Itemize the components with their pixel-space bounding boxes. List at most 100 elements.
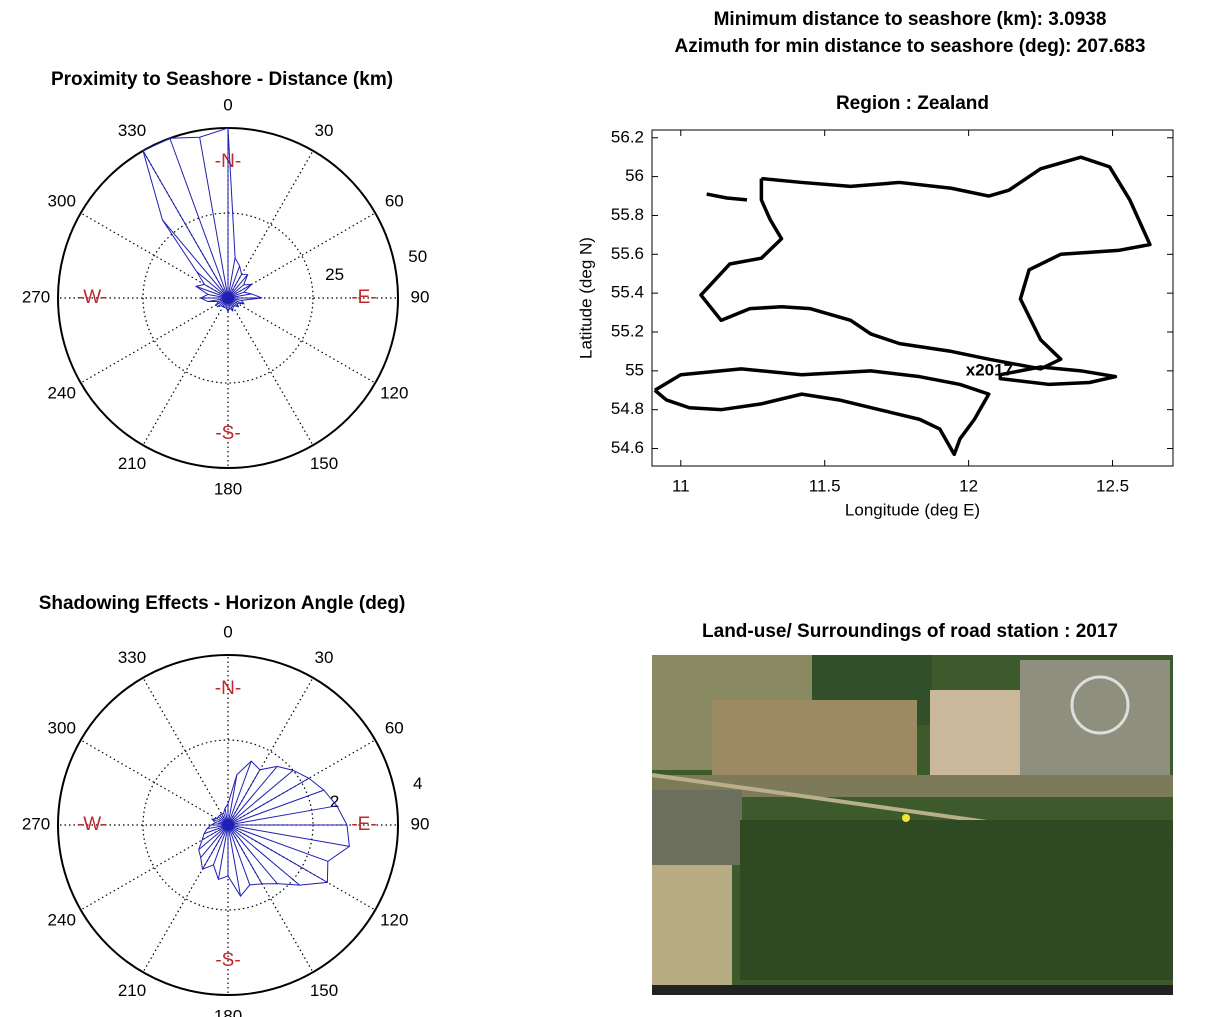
housing [1020, 660, 1170, 780]
angle-tick-label: 180 [214, 1006, 242, 1017]
angle-grid-line [142, 297, 229, 446]
spoke [227, 824, 242, 897]
y-tick-label: 54.8 [611, 399, 644, 418]
spoke [227, 769, 294, 826]
angle-tick-label: 60 [385, 191, 404, 210]
spoke [227, 824, 329, 862]
spoke [227, 824, 350, 847]
angle-grid-line [80, 297, 229, 384]
angle-tick-label: 300 [48, 191, 76, 210]
direction-label: -W- [77, 814, 107, 835]
spoke [217, 824, 229, 880]
angle-tick-label: 0 [223, 622, 232, 641]
x-axis-label: Longitude (deg E) [845, 500, 980, 519]
center-marker [223, 293, 233, 303]
radial-tick-label: 50 [408, 247, 427, 266]
image-title: Land-use/ Surroundings of road station :… [702, 621, 1118, 642]
spoke [227, 274, 249, 299]
direction-label: -N- [215, 678, 241, 699]
figure-header: Azimuth for min distance to seashore (de… [675, 36, 1146, 57]
plot-area [651, 129, 1174, 467]
angle-grid-line [80, 739, 229, 826]
center-marker [223, 820, 233, 830]
spoke [227, 789, 325, 826]
radial-tick-label: 2 [330, 792, 339, 811]
spoke [227, 777, 310, 826]
chart-title: Shadowing Effects - Horizon Angle (deg) [39, 593, 406, 614]
y-tick-label: 56 [625, 166, 644, 185]
x-tick-label: 11 [672, 476, 690, 495]
y-tick-label: 55 [625, 360, 644, 379]
angle-tick-label: 300 [48, 718, 76, 737]
x-tick-label: 11.5 [809, 476, 841, 495]
direction-label: -S- [215, 423, 240, 444]
chart-title: Region : Zealand [836, 93, 989, 114]
spoke [198, 824, 229, 850]
angle-grid-line [227, 297, 376, 384]
spoke [227, 760, 252, 826]
nav-control [1070, 675, 1130, 735]
satellite-image [651, 655, 1174, 995]
spoke [142, 150, 229, 299]
direction-label: -S- [215, 950, 240, 971]
status-bar [652, 985, 1173, 995]
y-tick-label: 55.6 [611, 244, 644, 263]
direction-label: -E- [351, 287, 376, 308]
angle-tick-label: 150 [310, 981, 338, 1000]
polar-frame [57, 654, 399, 996]
x-tick-label: 12.5 [1096, 476, 1129, 495]
radial-tick-label: 4 [413, 774, 422, 793]
angle-tick-label: 120 [380, 910, 408, 929]
direction-label: -E- [351, 814, 376, 835]
angle-grid-line [142, 677, 229, 826]
station-pin [902, 814, 910, 822]
spoke [227, 265, 241, 299]
angle-tick-label: 30 [315, 648, 334, 667]
y-tick-label: 55.2 [611, 321, 644, 340]
chart-title: Proximity to Seashore - Distance (km) [51, 69, 393, 90]
angle-tick-label: 120 [380, 383, 408, 402]
angle-tick-label: 210 [118, 981, 146, 1000]
direction-label: -W- [77, 287, 107, 308]
figure-header: Minimum distance to seashore (km): 3.093… [714, 9, 1107, 30]
spoke [227, 257, 236, 299]
angle-grid-line [80, 212, 229, 299]
angle-tick-label: 270 [22, 814, 50, 833]
spoke [202, 824, 229, 870]
y-axis-label: Latitude (deg N) [576, 237, 595, 359]
spoke [162, 219, 229, 299]
spoke [199, 137, 229, 299]
y-tick-label: 55.4 [611, 283, 644, 302]
spoke [227, 824, 328, 883]
buildings [652, 790, 742, 865]
radial-grid-circle [142, 212, 314, 384]
angle-tick-label: 150 [310, 454, 338, 473]
angle-tick-label: 90 [411, 287, 430, 306]
angle-tick-label: 60 [385, 718, 404, 737]
construction [930, 690, 1020, 785]
angle-grid-line [227, 150, 314, 299]
coastline [998, 365, 1118, 387]
y-tick-label: 55.8 [611, 205, 644, 224]
spoke [227, 805, 337, 826]
angle-tick-label: 180 [214, 479, 242, 498]
spoke [227, 824, 251, 886]
radial-tick-label: 25 [325, 265, 344, 284]
spoke [227, 824, 278, 884]
angle-tick-label: 240 [48, 910, 76, 929]
y-tick-label: 54.6 [611, 438, 644, 457]
station-label: x2017 [966, 360, 1013, 379]
angle-tick-label: 330 [118, 648, 146, 667]
spoke [196, 271, 229, 299]
spoke [227, 824, 263, 885]
coastline [653, 367, 991, 457]
y-tick-label: 56.2 [611, 127, 644, 146]
angle-tick-label: 90 [411, 814, 430, 833]
angle-grid-line [227, 297, 314, 446]
field [652, 865, 732, 995]
rose-outline [198, 760, 350, 898]
rose-outline [142, 127, 263, 313]
spoke [169, 138, 229, 299]
angle-tick-label: 240 [48, 383, 76, 402]
